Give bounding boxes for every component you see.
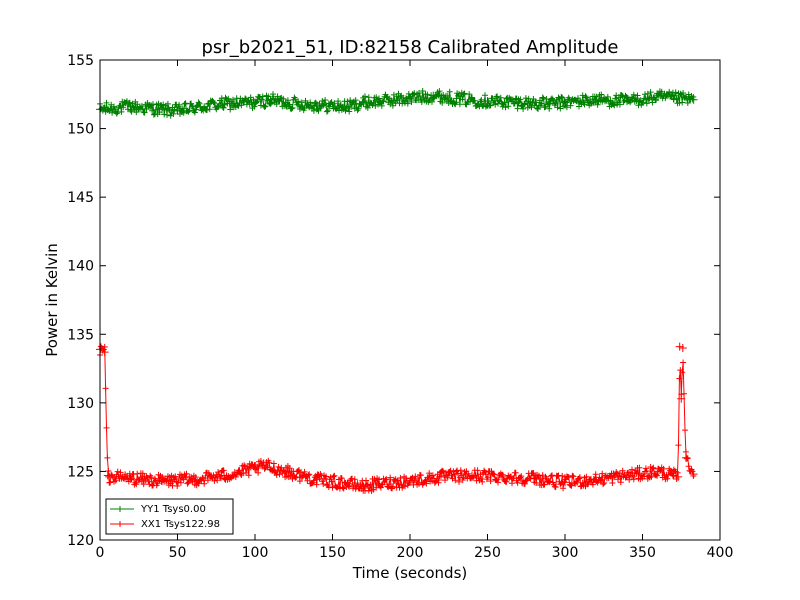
legend-box	[105, 498, 234, 535]
series-xx1	[96, 342, 698, 494]
data-point	[375, 479, 383, 488]
data-point	[530, 474, 538, 483]
data-point	[514, 98, 523, 107]
data-point	[669, 94, 678, 103]
data-point	[499, 472, 507, 481]
y-tick-label: 140	[67, 259, 94, 275]
data-point	[689, 470, 698, 479]
data-point	[406, 94, 414, 103]
data-point	[359, 482, 368, 491]
data-point	[678, 344, 687, 352]
data-point	[282, 98, 290, 107]
legend-marker-xx1	[117, 521, 123, 527]
data-point	[561, 478, 569, 487]
data-point	[674, 472, 683, 481]
data-point	[220, 99, 228, 108]
y-tick-label: 130	[67, 396, 94, 412]
data-point	[406, 477, 414, 486]
data-point	[220, 471, 228, 480]
data-point	[189, 475, 197, 484]
series-layer	[96, 88, 698, 494]
data-point	[468, 471, 476, 480]
data-point	[251, 98, 259, 107]
legend-entry-yy1: YY1 Tsys0.00	[110, 504, 206, 515]
x-tick-label: 300	[552, 545, 579, 561]
data-point	[127, 102, 135, 111]
data-point	[592, 475, 600, 484]
data-point	[452, 94, 461, 103]
data-point	[623, 97, 631, 106]
data-point	[344, 102, 352, 111]
data-point	[623, 471, 631, 480]
x-tick-label: 0	[96, 545, 105, 561]
x-tick-label: 400	[707, 545, 734, 561]
x-tick-label: 250	[474, 545, 501, 561]
legend-label-yy1: YY1 Tsys0.00	[140, 504, 206, 515]
data-point	[669, 471, 678, 480]
y-tick-label: 120	[67, 533, 94, 549]
data-point	[158, 477, 166, 486]
x-tick-label: 100	[242, 545, 269, 561]
legend-label-xx1: XX1 Tsys122.98	[141, 519, 220, 530]
data-point	[359, 98, 368, 107]
data-point	[375, 97, 383, 106]
x-tick-label: 50	[169, 545, 187, 561]
y-axis-label: Power in Kelvin	[43, 243, 61, 357]
plot-area: 0 50 100 150 200 250 300 350 400 120 125 130 135 140…	[67, 53, 733, 561]
y-tick-label: 145	[67, 190, 94, 206]
data-point	[483, 97, 492, 106]
legend-entry-xx1: XX1 Tsys122.98	[110, 519, 220, 530]
x-tick-label: 200	[397, 545, 424, 561]
data-point	[261, 461, 270, 470]
data-point	[103, 471, 112, 480]
data-point	[158, 105, 166, 114]
y-tick-label: 155	[67, 53, 94, 69]
y-axis-ticks: 120 125 130 135 140 145 150 155	[67, 53, 720, 549]
data-point	[127, 474, 135, 483]
y-tick-label: 135	[67, 327, 94, 343]
data-point	[689, 95, 698, 104]
legend: YY1 Tsys0.00 XX1 Tsys122.98	[105, 498, 234, 535]
data-point	[677, 394, 686, 403]
x-tick-label: 150	[319, 545, 346, 561]
data-point	[105, 472, 114, 481]
y-tick-label: 150	[67, 122, 94, 138]
data-point	[189, 104, 197, 112]
data-point	[592, 95, 600, 104]
x-axis-label: Time (seconds)	[352, 564, 468, 582]
data-point	[344, 479, 352, 488]
x-axis-ticks: 0 50 100 150 200 250 300 350 400	[96, 60, 734, 561]
data-point	[429, 91, 438, 100]
data-point	[313, 475, 321, 484]
y-tick-label: 125	[67, 464, 94, 480]
legend-marker-yy1	[117, 506, 123, 512]
data-point	[266, 95, 275, 104]
data-point	[654, 467, 662, 476]
data-point	[545, 99, 554, 108]
data-point	[100, 348, 109, 357]
data-point	[173, 106, 182, 115]
data-point	[681, 453, 690, 462]
series-yy1	[96, 88, 698, 119]
data-point	[561, 98, 569, 107]
data-point	[313, 101, 321, 110]
chart-title: psr_b2021_51, ID:82158 Calibrated Amplit…	[202, 37, 619, 58]
x-tick-label: 350	[629, 545, 656, 561]
data-point	[654, 93, 662, 102]
data-point	[437, 472, 445, 481]
data-point	[282, 467, 290, 476]
data-point	[251, 464, 259, 473]
